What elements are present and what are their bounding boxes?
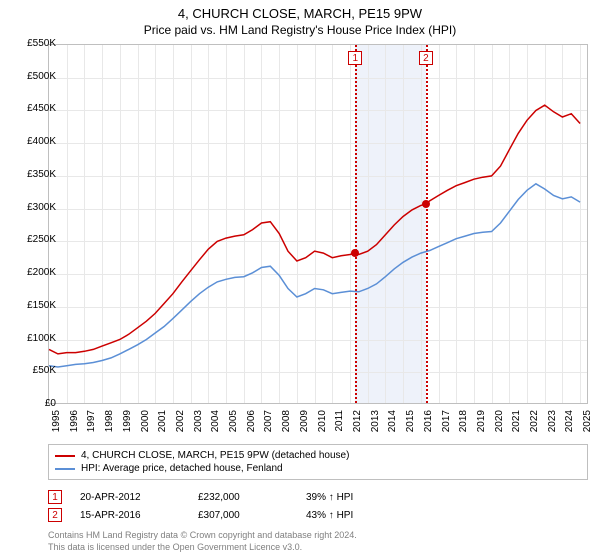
x-axis-label: 2008 bbox=[281, 410, 292, 440]
hpi-line bbox=[49, 184, 580, 367]
x-axis-label: 2021 bbox=[511, 410, 522, 440]
x-axis-label: 2002 bbox=[175, 410, 186, 440]
y-axis-label: £150K bbox=[10, 300, 56, 311]
x-axis-label: 2007 bbox=[263, 410, 274, 440]
x-axis-label: 2025 bbox=[582, 410, 593, 440]
chart-container: 4, CHURCH CLOSE, MARCH, PE15 9PW Price p… bbox=[0, 0, 600, 560]
y-axis-label: £100K bbox=[10, 333, 56, 344]
x-axis-label: 2009 bbox=[299, 410, 310, 440]
x-axis-label: 2001 bbox=[157, 410, 168, 440]
tx-price: £307,000 bbox=[198, 510, 288, 521]
x-axis-label: 1996 bbox=[69, 410, 80, 440]
x-axis-label: 1995 bbox=[51, 410, 62, 440]
legend-box: 4, CHURCH CLOSE, MARCH, PE15 9PW (detach… bbox=[48, 444, 588, 480]
tx-date: 15-APR-2016 bbox=[80, 510, 180, 521]
transaction-table: 1 20-APR-2012 £232,000 39% ↑ HPI 2 15-APR-201… bbox=[48, 488, 588, 524]
x-axis-label: 2014 bbox=[387, 410, 398, 440]
y-axis-label: £500K bbox=[10, 71, 56, 82]
y-axis-label: £200K bbox=[10, 267, 56, 278]
x-axis-label: 2003 bbox=[193, 410, 204, 440]
legend-row-hpi: HPI: Average price, detached house, Fenl… bbox=[55, 462, 581, 475]
legend-label-subject: 4, CHURCH CLOSE, MARCH, PE15 9PW (detach… bbox=[81, 450, 349, 461]
transaction-row: 2 15-APR-2016 £307,000 43% ↑ HPI bbox=[48, 506, 588, 524]
legend-swatch-hpi bbox=[55, 468, 75, 470]
chart-subtitle: Price paid vs. HM Land Registry's House … bbox=[0, 21, 600, 37]
x-axis-label: 2019 bbox=[476, 410, 487, 440]
tx-marker: 2 bbox=[48, 508, 62, 522]
y-axis-label: £50K bbox=[10, 365, 56, 376]
x-axis-label: 2012 bbox=[352, 410, 363, 440]
legend-and-footer: 4, CHURCH CLOSE, MARCH, PE15 9PW (detach… bbox=[48, 444, 588, 553]
tx-hpi: 39% ↑ HPI bbox=[306, 492, 396, 503]
plot-area: 12 bbox=[48, 44, 588, 404]
legend-swatch-subject bbox=[55, 455, 75, 457]
transaction-row: 1 20-APR-2012 £232,000 39% ↑ HPI bbox=[48, 488, 588, 506]
x-axis-label: 2017 bbox=[441, 410, 452, 440]
x-axis-label: 2015 bbox=[405, 410, 416, 440]
y-axis-label: £250K bbox=[10, 234, 56, 245]
x-axis-label: 2022 bbox=[529, 410, 540, 440]
x-axis-label: 1997 bbox=[86, 410, 97, 440]
x-axis-label: 2023 bbox=[547, 410, 558, 440]
legend-label-hpi: HPI: Average price, detached house, Fenl… bbox=[81, 463, 283, 474]
x-axis-label: 2013 bbox=[370, 410, 381, 440]
y-axis-label: £550K bbox=[10, 38, 56, 49]
x-axis-label: 2006 bbox=[246, 410, 257, 440]
y-axis-label: £0 bbox=[10, 398, 56, 409]
y-axis-label: £450K bbox=[10, 103, 56, 114]
x-axis-label: 1999 bbox=[122, 410, 133, 440]
x-axis-label: 2010 bbox=[317, 410, 328, 440]
tx-date: 20-APR-2012 bbox=[80, 492, 180, 503]
tx-hpi: 43% ↑ HPI bbox=[306, 510, 396, 521]
legend-row-subject: 4, CHURCH CLOSE, MARCH, PE15 9PW (detach… bbox=[55, 449, 581, 462]
tx-price: £232,000 bbox=[198, 492, 288, 503]
subject-line bbox=[49, 105, 580, 354]
x-axis-label: 2005 bbox=[228, 410, 239, 440]
x-axis-label: 2000 bbox=[140, 410, 151, 440]
x-axis-label: 2011 bbox=[334, 410, 345, 440]
x-axis-label: 2018 bbox=[458, 410, 469, 440]
chart-title: 4, CHURCH CLOSE, MARCH, PE15 9PW bbox=[0, 0, 600, 21]
series-svg bbox=[49, 45, 587, 403]
tx-marker: 1 bbox=[48, 490, 62, 504]
y-axis-label: £350K bbox=[10, 169, 56, 180]
y-axis-label: £400K bbox=[10, 136, 56, 147]
x-axis-label: 2004 bbox=[210, 410, 221, 440]
x-axis-label: 1998 bbox=[104, 410, 115, 440]
credit-text: Contains HM Land Registry data © Crown c… bbox=[48, 530, 588, 553]
x-axis-label: 2024 bbox=[564, 410, 575, 440]
credit-line-1: Contains HM Land Registry data © Crown c… bbox=[48, 530, 588, 542]
x-axis-label: 2020 bbox=[494, 410, 505, 440]
x-axis-label: 2016 bbox=[423, 410, 434, 440]
y-axis-label: £300K bbox=[10, 202, 56, 213]
credit-line-2: This data is licensed under the Open Gov… bbox=[48, 542, 588, 554]
